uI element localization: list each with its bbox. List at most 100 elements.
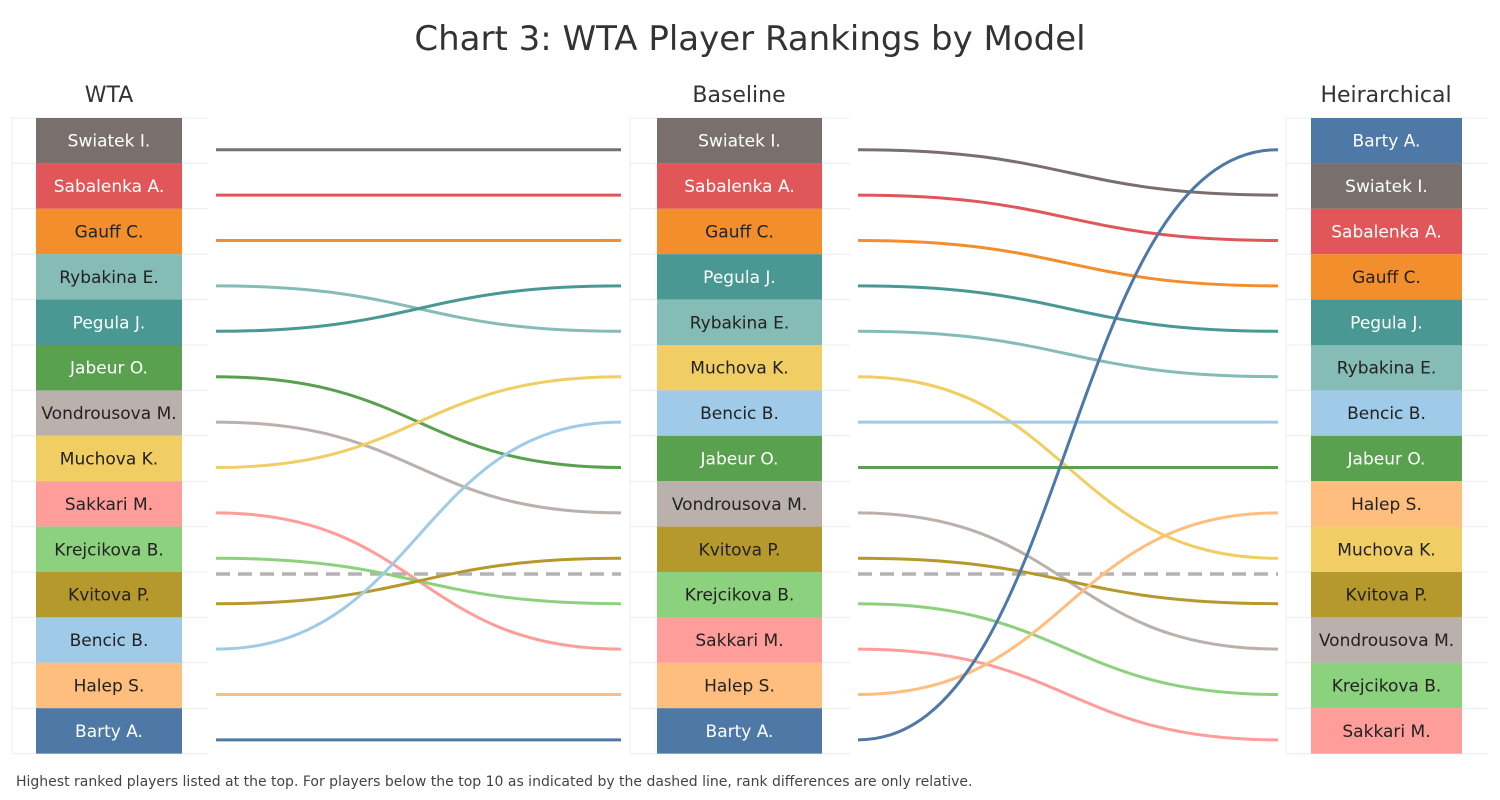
player-label: Vondrousova M. xyxy=(1319,631,1454,651)
player-box xyxy=(36,435,182,482)
player-label: Sabalenka A. xyxy=(54,177,164,197)
rank-line-vondrousova-m xyxy=(215,420,622,515)
player-box xyxy=(36,526,182,572)
player-label: Sabalenka A. xyxy=(1331,223,1441,243)
player-cell-kvitova-p: Kvitova P. xyxy=(1311,572,1462,618)
player-cell-halep-s: Halep S. xyxy=(657,662,822,709)
player-label: Rybakina E. xyxy=(1337,359,1436,379)
player-box xyxy=(1311,254,1462,300)
player-box xyxy=(1311,390,1462,436)
player-cell-halep-s: Halep S. xyxy=(36,662,182,709)
player-label: Halep S. xyxy=(74,677,145,697)
rank-line-kvitova-p xyxy=(215,556,622,606)
player-box xyxy=(1311,208,1462,255)
player-cell-krejcikova-b: Krejcikova B. xyxy=(657,572,822,618)
player-label: Rybakina E. xyxy=(59,268,158,288)
player-cell-rybakina-e: Rybakina E. xyxy=(657,299,822,345)
player-box xyxy=(36,345,182,391)
player-box xyxy=(657,526,822,572)
player-label: Vondrousova M. xyxy=(41,404,176,424)
player-box xyxy=(36,662,182,709)
rank-line-halep-s xyxy=(857,511,1279,696)
player-label: Sakkari M. xyxy=(65,495,153,515)
player-cell-gauff-c: Gauff C. xyxy=(36,208,182,255)
player-box xyxy=(1311,526,1462,572)
player-label: Swiatek I. xyxy=(1345,177,1428,197)
player-label: Halep S. xyxy=(704,677,775,697)
player-cell-pegula-j: Pegula J. xyxy=(36,299,182,345)
player-box xyxy=(1311,299,1462,345)
player-cell-rybakina-e: Rybakina E. xyxy=(1311,345,1462,391)
player-label: Halep S. xyxy=(1351,495,1422,515)
player-cell-vondrousova-m: Vondrousova M. xyxy=(36,390,182,436)
player-box xyxy=(657,299,822,345)
player-cell-bencic-b: Bencic B. xyxy=(36,617,182,663)
player-label: Pegula J. xyxy=(1350,313,1423,333)
column-header-wta: WTA xyxy=(85,83,134,108)
player-box xyxy=(36,163,182,209)
player-box xyxy=(657,118,822,164)
player-label: Rybakina E. xyxy=(690,313,789,333)
player-label: Kvitova P. xyxy=(699,540,781,560)
player-box xyxy=(36,254,182,300)
player-box xyxy=(657,163,822,209)
player-cell-muchova-k: Muchova K. xyxy=(36,435,182,482)
ranking-columns: Swiatek I. Sabalenka A. Gauff C. Rybakina E… xyxy=(36,118,1462,754)
player-cell-sakkari-m: Sakkari M. xyxy=(1311,708,1462,754)
player-cell-jabeur-o: Jabeur O. xyxy=(36,345,182,391)
player-cell-jabeur-o: Jabeur O. xyxy=(657,435,822,482)
player-label: Gauff C. xyxy=(705,223,774,243)
player-cell-halep-s: Halep S. xyxy=(1311,481,1462,527)
player-label: Kvitova P. xyxy=(68,586,150,606)
player-box xyxy=(1311,572,1462,618)
player-cell-gauff-c: Gauff C. xyxy=(657,208,822,255)
player-label: Swiatek I. xyxy=(698,132,781,152)
player-cell-pegula-j: Pegula J. xyxy=(1311,299,1462,345)
player-label: Barty A. xyxy=(75,722,143,742)
player-cell-barty-a: Barty A. xyxy=(657,708,822,754)
player-label: Muchova K. xyxy=(1337,540,1435,560)
player-cell-swiatek-i: Swiatek I. xyxy=(1311,163,1462,209)
rank-line-kvitova-p xyxy=(857,556,1279,606)
player-box xyxy=(36,208,182,255)
player-box xyxy=(657,390,822,436)
player-label: Krejcikova B. xyxy=(54,540,164,560)
player-cell-bencic-b: Bencic B. xyxy=(1311,390,1462,436)
player-box xyxy=(36,390,182,436)
player-box xyxy=(1311,118,1462,164)
player-label: Pegula J. xyxy=(73,313,146,333)
player-label: Jabeur O. xyxy=(69,359,148,379)
player-label: Vondrousova M. xyxy=(672,495,807,515)
player-box xyxy=(36,572,182,618)
player-cell-bencic-b: Bencic B. xyxy=(657,390,822,436)
player-box xyxy=(657,435,822,482)
player-box xyxy=(36,299,182,345)
player-box xyxy=(1311,345,1462,391)
player-label: Muchova K. xyxy=(690,359,788,379)
player-label: Muchova K. xyxy=(60,450,158,470)
player-cell-muchova-k: Muchova K. xyxy=(1311,526,1462,572)
player-box xyxy=(657,617,822,663)
player-label: Pegula J. xyxy=(703,268,776,288)
rank-line-pegula-j xyxy=(857,284,1279,333)
player-box xyxy=(1311,617,1462,663)
player-box xyxy=(1311,662,1462,709)
player-box xyxy=(657,481,822,527)
player-cell-sakkari-m: Sakkari M. xyxy=(657,617,822,663)
player-label: Bencic B. xyxy=(70,631,149,651)
rank-line-swiatek-i xyxy=(857,148,1279,197)
player-cell-swiatek-i: Swiatek I. xyxy=(36,118,182,164)
rank-line-bencic-b xyxy=(215,420,622,651)
player-label: Krejcikova B. xyxy=(1332,677,1442,697)
rank-line-sakkari-m xyxy=(857,647,1279,742)
player-box xyxy=(657,345,822,391)
chart-footnote: Highest ranked players listed at the top… xyxy=(16,774,972,790)
player-box xyxy=(1311,435,1462,482)
player-label: Bencic B. xyxy=(1347,404,1426,424)
player-label: Swiatek I. xyxy=(68,132,151,152)
column-headers: WTA Baseline Heirarchical xyxy=(85,83,1452,108)
player-cell-kvitova-p: Kvitova P. xyxy=(36,572,182,618)
player-cell-barty-a: Barty A. xyxy=(36,708,182,754)
player-cell-swiatek-i: Swiatek I. xyxy=(657,118,822,164)
player-cell-sabalenka-a: Sabalenka A. xyxy=(657,163,822,209)
